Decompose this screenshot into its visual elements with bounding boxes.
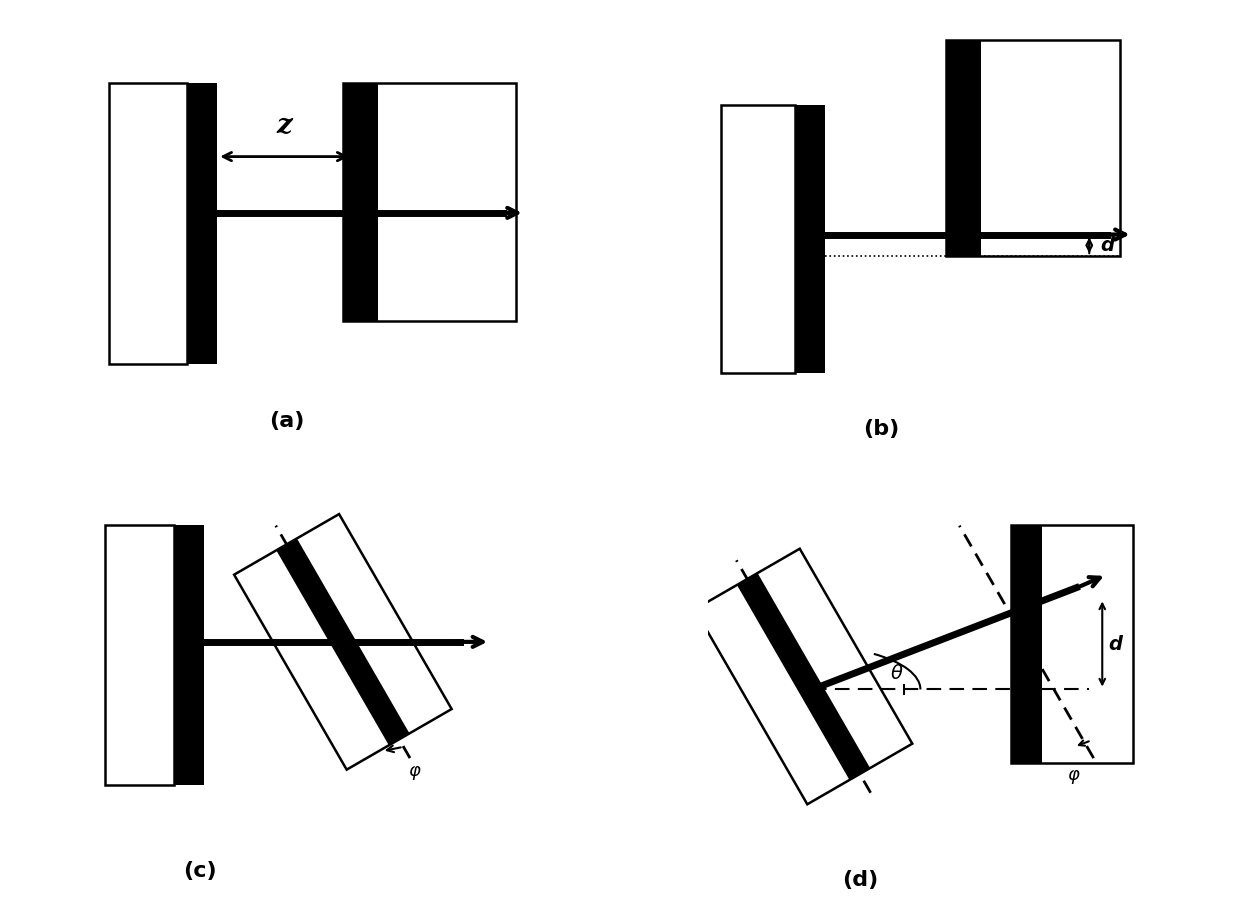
Text: (d): (d) — [842, 870, 878, 890]
Polygon shape — [947, 40, 981, 256]
Text: (a): (a) — [269, 410, 305, 430]
Text: d: d — [1100, 235, 1115, 255]
Polygon shape — [1011, 525, 1042, 763]
Text: $\theta$: $\theta$ — [890, 664, 904, 683]
Text: $\varphi$: $\varphi$ — [1068, 769, 1081, 787]
Text: d: d — [1108, 634, 1123, 654]
Text: z: z — [276, 112, 292, 139]
Polygon shape — [343, 83, 377, 321]
Polygon shape — [187, 83, 217, 364]
Polygon shape — [174, 525, 205, 785]
Polygon shape — [276, 538, 409, 745]
Polygon shape — [737, 573, 870, 780]
Text: (b): (b) — [863, 419, 900, 439]
Text: $\varphi$: $\varphi$ — [408, 764, 422, 782]
Polygon shape — [795, 105, 825, 373]
Text: (c): (c) — [184, 861, 217, 881]
